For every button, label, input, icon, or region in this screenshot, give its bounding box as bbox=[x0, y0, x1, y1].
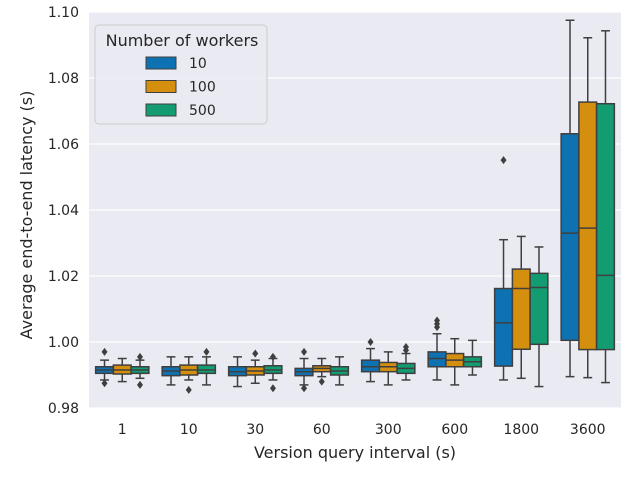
outlier-point bbox=[136, 380, 143, 389]
box-10-600 bbox=[427, 316, 447, 381]
box-10-30 bbox=[227, 356, 248, 388]
outlier-point bbox=[301, 347, 308, 356]
box-100-3600 bbox=[578, 36, 598, 379]
outlier-point bbox=[301, 384, 308, 393]
x-tick-label: 300 bbox=[375, 422, 402, 438]
box-10-1 bbox=[94, 347, 115, 388]
legend-swatch bbox=[145, 56, 177, 70]
outlier-point bbox=[500, 156, 507, 165]
outlier-point bbox=[269, 352, 276, 361]
outlier-point bbox=[318, 377, 325, 386]
legend-swatch bbox=[145, 80, 177, 93]
boxes bbox=[94, 19, 616, 394]
outlier-point bbox=[203, 347, 210, 356]
box-500-1800 bbox=[529, 246, 549, 388]
x-tick-label: 3600 bbox=[570, 422, 606, 438]
box-body bbox=[578, 101, 598, 351]
x-axis-label: Version query interval (s) bbox=[254, 443, 456, 462]
x-tick-label: 600 bbox=[441, 422, 468, 438]
y-tick-label: 1.10 bbox=[48, 5, 79, 21]
outlier-point bbox=[434, 316, 441, 325]
y-tick-label: 1.06 bbox=[48, 137, 79, 153]
legend-frame bbox=[94, 24, 268, 125]
legend-label: 500 bbox=[189, 103, 216, 119]
y-tick-label: 0.98 bbox=[48, 401, 79, 417]
x-tick-label: 60 bbox=[313, 422, 331, 438]
legend-label: 100 bbox=[189, 80, 216, 96]
x-tick-label: 1800 bbox=[503, 422, 539, 438]
legend: Number of workers 10 100 500 bbox=[94, 24, 268, 125]
legend-entries: 10 100 500 bbox=[145, 56, 216, 119]
x-tick-label: 1 bbox=[118, 422, 127, 438]
box-500-30 bbox=[263, 352, 283, 393]
x-tick-label: 30 bbox=[246, 422, 264, 438]
x-tick-label: 10 bbox=[180, 422, 198, 438]
box-500-3600 bbox=[595, 30, 616, 384]
box-500-300 bbox=[396, 342, 416, 381]
box-10-1800 bbox=[493, 156, 514, 381]
box-100-60 bbox=[312, 357, 332, 386]
legend-swatch bbox=[145, 103, 177, 117]
box-body bbox=[595, 102, 616, 351]
box-100-1 bbox=[112, 357, 132, 383]
box-body bbox=[529, 272, 549, 346]
outlier-point bbox=[402, 342, 409, 351]
box-500-600 bbox=[462, 339, 483, 376]
y-tick-label: 1.08 bbox=[48, 71, 79, 87]
box-10-60 bbox=[294, 347, 314, 393]
box-body bbox=[560, 133, 580, 342]
box-body bbox=[511, 268, 531, 351]
box-body bbox=[493, 287, 514, 367]
box-body bbox=[360, 359, 381, 373]
y-tick-label: 1.04 bbox=[48, 203, 79, 219]
box-500-1 bbox=[130, 352, 150, 389]
outlier-point bbox=[269, 384, 276, 393]
box-100-10 bbox=[179, 356, 199, 394]
y-axis-label: Average end-to-end latency (s) bbox=[17, 91, 36, 340]
outlier-point bbox=[185, 385, 192, 394]
box-500-10 bbox=[196, 347, 217, 386]
outlier-point bbox=[252, 349, 259, 358]
x-tick-labels: 1 10 30 60 300 600 1800 3600 bbox=[118, 422, 606, 438]
outlier-point bbox=[101, 347, 108, 356]
box-body bbox=[196, 364, 217, 375]
outlier-point bbox=[101, 379, 108, 388]
grid-lines bbox=[89, 11, 621, 409]
box-500-60 bbox=[329, 356, 350, 386]
box-100-1800 bbox=[511, 235, 531, 380]
outlier-point bbox=[367, 338, 374, 346]
y-tick-label: 1.02 bbox=[48, 269, 79, 285]
legend-title: Number of workers bbox=[106, 31, 259, 50]
y-tick-label: 1.00 bbox=[48, 335, 79, 351]
outlier-point bbox=[136, 352, 143, 361]
box-body bbox=[427, 351, 447, 368]
legend-label: 10 bbox=[189, 56, 207, 72]
y-tick-labels: 0.98 1.00 1.02 1.04 1.06 1.08 1.10 bbox=[48, 5, 79, 417]
